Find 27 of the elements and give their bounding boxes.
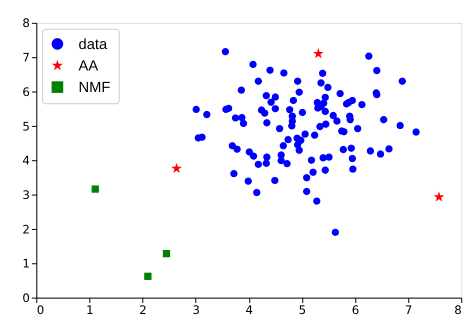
x-tick-label: 5 <box>298 302 306 317</box>
x-tick-label: 6 <box>352 302 360 317</box>
y-tick-label: 7 <box>22 50 30 65</box>
x-tick-label: 0 <box>36 302 44 317</box>
y-tick-label: 1 <box>22 256 30 271</box>
point <box>313 48 324 58</box>
y-tick-label: 0 <box>22 291 30 306</box>
y-tick-label: 6 <box>22 84 30 99</box>
y-tick-label: 4 <box>22 154 30 168</box>
y-tick-label: 3 <box>22 188 30 202</box>
legend-label: NMF <box>78 80 110 96</box>
point <box>144 272 152 280</box>
legend-label: AA <box>78 58 98 74</box>
point <box>171 162 182 173</box>
legend-label: data <box>78 36 108 53</box>
x-tick-label: 2 <box>139 302 147 317</box>
point <box>162 250 170 258</box>
x-tick-label: 4 <box>246 302 254 317</box>
x-tick-label: 8 <box>454 302 462 317</box>
y-tick-label: 5 <box>22 119 30 134</box>
y-tick-label: 8 <box>22 16 30 30</box>
x-tick-label: 3 <box>192 302 200 317</box>
x-tick-label: 1 <box>86 302 94 317</box>
x-tick-label: 7 <box>404 302 412 317</box>
y-tick-label: 2 <box>22 222 30 236</box>
point <box>92 185 99 193</box>
point <box>434 191 444 202</box>
